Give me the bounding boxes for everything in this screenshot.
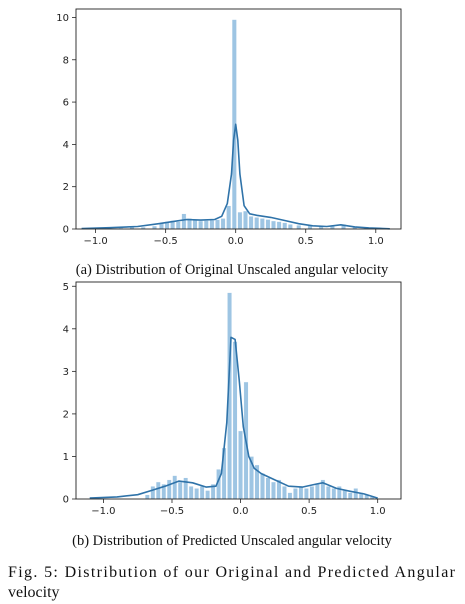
x-tick-label: 0.0 [228, 236, 244, 247]
x-tick-label: −0.5 [154, 236, 178, 247]
histogram-bar [155, 481, 161, 500]
histogram-bar [296, 224, 302, 230]
histogram-bar [293, 488, 298, 500]
histogram-bar [150, 486, 156, 500]
histogram-bar [314, 483, 320, 500]
x-tick-label: 0.5 [298, 236, 314, 247]
y-tick-label: 10 [56, 13, 69, 24]
y-tick-label: 0 [63, 495, 69, 506]
histogram-bar [183, 477, 189, 500]
histogram-bar [353, 488, 359, 500]
histogram-bar [238, 430, 243, 500]
histogram-bar [232, 341, 238, 500]
x-tick-label: 0.0 [233, 506, 249, 517]
histogram-bar [177, 481, 183, 500]
histogram-bar [194, 488, 200, 500]
histogram-bar [248, 216, 254, 230]
x-tick-label: −0.5 [160, 506, 184, 517]
axes-frame [75, 8, 402, 230]
histogram-bar [203, 220, 209, 230]
histogram-bar [209, 219, 215, 230]
histogram-bar [220, 218, 226, 230]
histogram-bar [271, 481, 276, 500]
y-tick-label: 2 [63, 182, 69, 193]
figure-caption-line2: velocity [8, 584, 60, 601]
histogram-bar [276, 221, 282, 230]
histogram-bar [198, 220, 204, 230]
chart-b: −1.0 −0.5 0.0 0.5 1.0 0 1 2 3 4 5 [63, 281, 402, 517]
histogram-bar [192, 219, 198, 230]
histogram-bar [226, 205, 232, 230]
histogram-bar [166, 479, 172, 500]
x-tick-label: 1.0 [368, 236, 384, 247]
x-tick-label: −1.0 [83, 236, 107, 247]
histogram-bar [287, 224, 293, 230]
histogram-bar [298, 486, 304, 500]
histogram-bar [199, 486, 205, 500]
histogram-bar [144, 494, 150, 500]
histogram-bar [331, 488, 337, 500]
kde-curve [89, 336, 378, 499]
histogram-bar [347, 492, 353, 500]
y-tick-label: 3 [63, 367, 69, 378]
y-tick-label: 2 [63, 409, 69, 420]
y-tick-label: 4 [63, 140, 69, 151]
histogram-bar [172, 475, 178, 500]
y-tick-label: 4 [63, 324, 69, 335]
figure-caption-line1: Fig. 5: Distribution of our Original and… [8, 564, 456, 581]
histogram-bar [254, 217, 260, 230]
histogram-bar [282, 486, 287, 500]
histogram-bar [265, 477, 271, 500]
chart-a: −1.0 −0.5 0.0 0.5 1.0 0 2 4 6 8 10 [56, 8, 402, 247]
histogram-bar [181, 213, 187, 230]
caption-b: (b) Distribution of Predicted Unscaled a… [72, 533, 392, 549]
histogram-bar [309, 486, 315, 500]
histogram-bar [215, 219, 220, 230]
y-tick-label: 0 [63, 225, 69, 236]
histogram-bar [243, 210, 248, 230]
histogram-bar [342, 490, 348, 500]
histogram-bar [175, 221, 181, 230]
histogram-bar [282, 222, 288, 230]
histogram-bar [260, 473, 265, 500]
y-tick-label: 6 [63, 98, 69, 109]
histogram-bar [287, 492, 293, 500]
y-tick-label: 8 [63, 55, 69, 66]
axes-frame [75, 281, 402, 500]
histogram-bar [188, 486, 194, 500]
histogram-bar [271, 220, 276, 230]
x-tick-label: −1.0 [91, 506, 115, 517]
kde-curve [81, 123, 390, 230]
histogram-bar [265, 219, 271, 230]
x-tick-label: 1.0 [370, 506, 386, 517]
caption-a: (a) Distribution of Original Unscaled an… [76, 262, 389, 278]
histogram-bar [205, 490, 211, 500]
x-tick-label: 0.5 [301, 506, 317, 517]
histogram-bar [237, 211, 243, 230]
histogram-bar [325, 486, 331, 500]
histogram-bar [303, 488, 309, 500]
y-tick-label: 5 [63, 282, 69, 293]
histogram-bar [259, 218, 265, 230]
y-tick-label: 1 [63, 452, 69, 463]
